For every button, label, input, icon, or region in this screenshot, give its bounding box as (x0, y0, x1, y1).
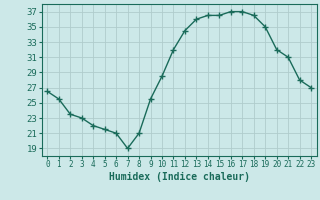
X-axis label: Humidex (Indice chaleur): Humidex (Indice chaleur) (109, 172, 250, 182)
